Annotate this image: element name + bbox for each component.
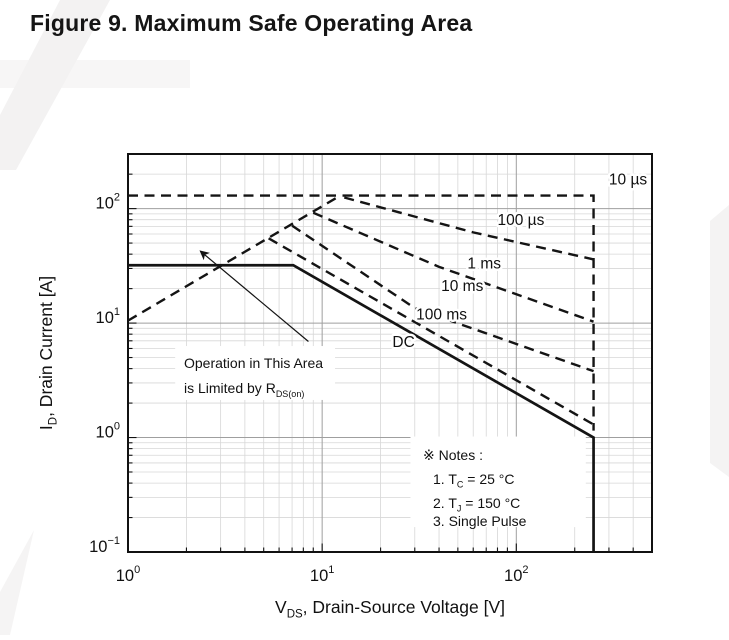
- x-tick-label: 100: [116, 564, 140, 585]
- svg-text:is Limited by RDS(on): is Limited by RDS(on): [184, 380, 304, 399]
- series-dc: [128, 263, 595, 552]
- x-tick-label: 101: [310, 564, 334, 585]
- note-item: 3. Single Pulse: [433, 513, 527, 529]
- curve-label-100s: 100 µs: [497, 212, 544, 229]
- curve-label-1ms: 1 ms: [467, 255, 501, 272]
- curve-label-DC: DC: [392, 334, 414, 351]
- series-rdson-limit-line: [127, 194, 341, 322]
- annotation-arrow-icon: [199, 250, 309, 342]
- plot-border: [127, 153, 653, 553]
- series-pulse-10us: [128, 194, 595, 431]
- series-pulse-100ms: [268, 237, 595, 426]
- svg-text:Operation in This Area: Operation in This Area: [184, 355, 323, 371]
- note-item: 2. TJ = 150 °C: [433, 495, 520, 514]
- curve-label-10s: 10 µs: [609, 171, 647, 188]
- note-item: 1. TC = 25 °C: [433, 471, 515, 490]
- series-pulse-1ms: [312, 211, 594, 323]
- y-tick-label: 10−1: [89, 535, 120, 556]
- curve-label-100ms: 100 ms: [416, 306, 467, 323]
- curve-label-10ms: 10 ms: [441, 278, 483, 295]
- svg-text:※ Notes :: ※ Notes :: [423, 447, 483, 463]
- y-tick-label: 101: [96, 306, 120, 327]
- notes-text: ※ Notes : 1. TC = 25 °C 2. TJ = 150 °C3. S…: [423, 447, 527, 529]
- annotation-box: [175, 346, 336, 400]
- x-axis-title: VDS, Drain-Source Voltage [V]: [275, 597, 505, 621]
- y-axis-title: ID, Drain Current [A]: [36, 276, 60, 430]
- figure-title: Figure 9. Maximum Safe Operating Area: [30, 10, 473, 36]
- x-tick-label: 102: [504, 564, 528, 585]
- tick-labels: 100 101 102 102 101 100 10−1: [89, 192, 528, 585]
- notes-box: [410, 436, 586, 528]
- series-pulse-100us: [343, 196, 594, 261]
- annotation-text: Operation in This Area is Limited by RDS(…: [184, 355, 323, 399]
- y-tick-label: 102: [96, 192, 120, 213]
- y-tick-label: 100: [96, 421, 120, 442]
